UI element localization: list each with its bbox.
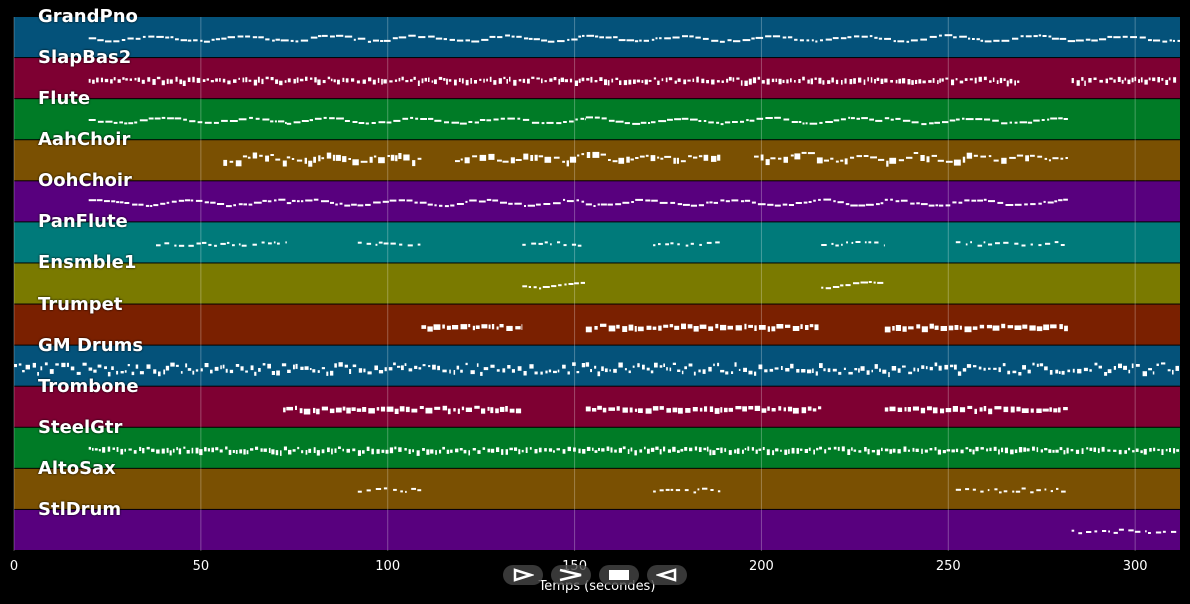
x-tick-label: 250 xyxy=(935,559,961,574)
track-flute xyxy=(14,99,1180,140)
track-lane xyxy=(14,99,1180,140)
track-label: Flute xyxy=(38,88,91,110)
track-stldrum xyxy=(14,509,1180,550)
stop-button[interactable] xyxy=(599,565,639,585)
track-notes xyxy=(88,76,1177,87)
track-label: SlapBas2 xyxy=(38,47,132,69)
track-label: AltoSax xyxy=(38,457,116,479)
rewind-icon xyxy=(656,568,677,582)
play-button[interactable] xyxy=(503,565,543,585)
track-notes xyxy=(1071,528,1177,535)
track-label: Ensmble1 xyxy=(38,252,137,274)
track-notes xyxy=(522,281,884,290)
track-notes xyxy=(283,405,1068,415)
x-tick-label: 100 xyxy=(375,559,401,574)
track-panflute xyxy=(14,222,1180,263)
track-label: OohChoir xyxy=(38,170,132,192)
track-notes xyxy=(88,116,1068,126)
track-notes xyxy=(357,487,1066,494)
track-notes xyxy=(156,241,1065,247)
rewind-button[interactable] xyxy=(647,565,687,585)
track-lane xyxy=(14,222,1180,263)
track-label: PanFlute xyxy=(38,211,128,233)
play-icon xyxy=(513,568,534,582)
track-notes xyxy=(223,151,1068,167)
track-lane xyxy=(14,140,1180,181)
fast-forward-button[interactable] xyxy=(551,565,591,585)
track-gm-drums xyxy=(14,345,1180,386)
track-label: Trombone xyxy=(38,375,139,397)
track-label: SteelGtr xyxy=(38,416,123,438)
track-notes xyxy=(88,198,1068,208)
track-label: GM Drums xyxy=(38,334,144,356)
track-lane xyxy=(14,304,1180,345)
track-lane xyxy=(14,181,1180,222)
x-tick-label: 200 xyxy=(749,559,774,574)
x-tick-label: 300 xyxy=(1122,559,1148,574)
track-trumpet xyxy=(14,304,1180,345)
fast-forward-icon xyxy=(559,568,582,582)
track-notes xyxy=(421,323,1068,333)
track-oohchoir xyxy=(14,181,1180,222)
track-lane xyxy=(14,509,1180,550)
track-lane xyxy=(14,263,1180,304)
track-slapbas2 xyxy=(14,58,1180,99)
track-altosax xyxy=(14,468,1180,509)
track-lane xyxy=(14,427,1180,468)
track-lane xyxy=(14,468,1180,509)
x-tick-label: 0 xyxy=(9,559,19,574)
x-tick-label: 50 xyxy=(192,559,210,574)
track-label: AahChoir xyxy=(38,129,131,151)
track-label: GrandPno xyxy=(38,6,138,27)
track-notes xyxy=(14,362,1179,378)
stop-icon xyxy=(609,570,629,580)
track-trombone xyxy=(14,386,1180,427)
track-aahchoir xyxy=(14,140,1180,181)
track-ensmble1 xyxy=(14,263,1180,304)
track-notes xyxy=(88,34,1180,43)
track-label: StlDrum xyxy=(38,498,122,520)
track-notes xyxy=(88,446,1180,456)
track-steelgtr xyxy=(14,427,1180,468)
track-label: Trumpet xyxy=(38,293,123,315)
track-grandpno xyxy=(14,17,1180,58)
